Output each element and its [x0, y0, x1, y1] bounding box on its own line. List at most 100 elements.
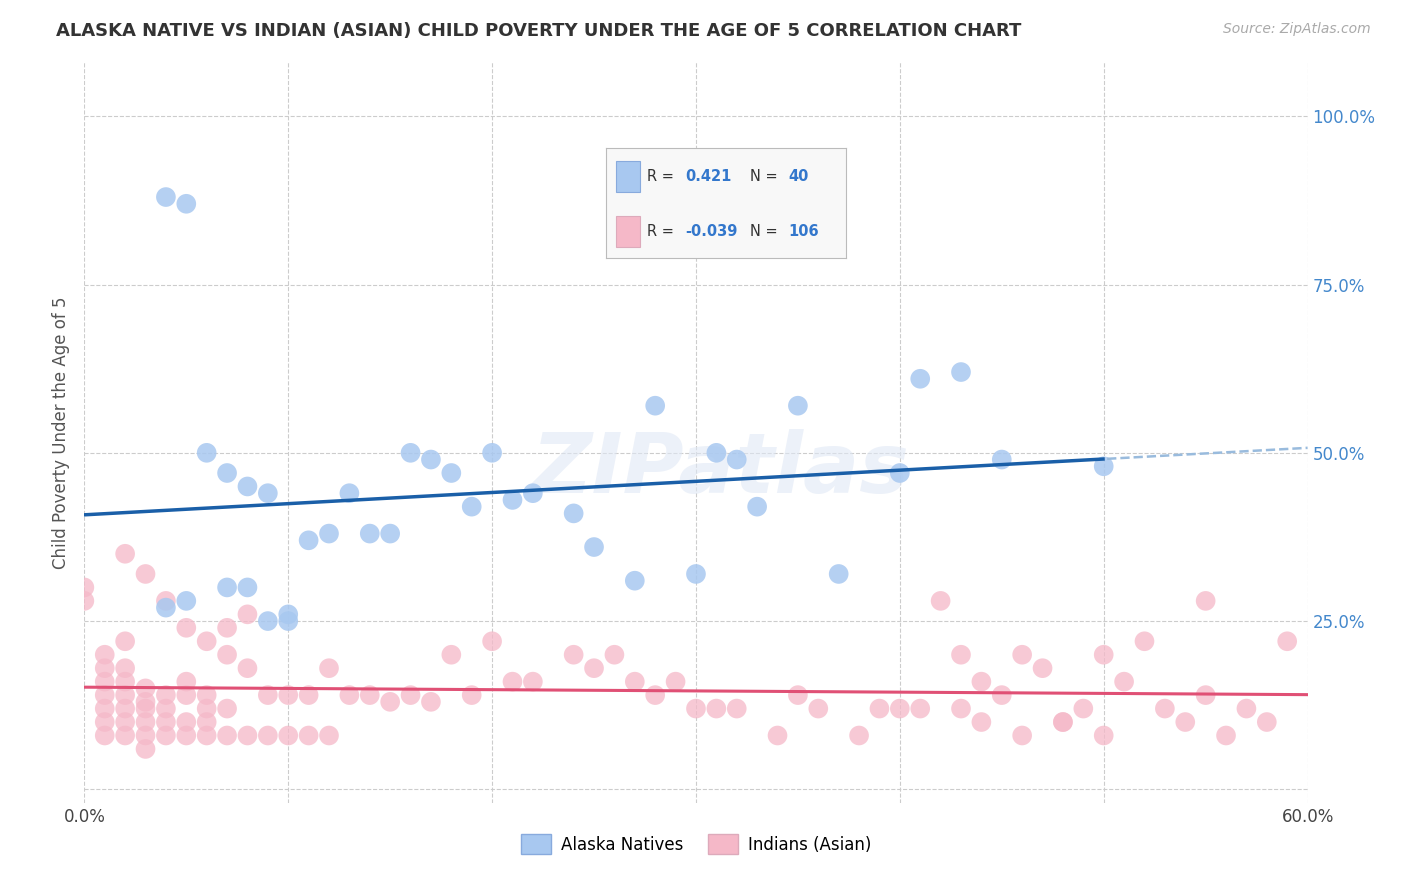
- Point: [583, 661, 606, 675]
- Point: [828, 566, 851, 581]
- Point: [787, 688, 810, 702]
- Point: [420, 452, 443, 467]
- Point: [1011, 729, 1033, 743]
- Point: [135, 701, 157, 715]
- Point: [135, 566, 157, 581]
- Point: [318, 729, 340, 743]
- Point: [644, 688, 666, 702]
- Point: [399, 688, 422, 702]
- Point: [155, 729, 177, 743]
- Point: [217, 621, 239, 635]
- Point: [583, 540, 606, 554]
- Point: [950, 365, 973, 379]
- Point: [380, 526, 402, 541]
- Point: [910, 372, 932, 386]
- Point: [910, 701, 932, 715]
- Point: [195, 714, 218, 729]
- Point: [155, 714, 177, 729]
- Point: [236, 581, 259, 595]
- Point: [298, 729, 321, 743]
- Point: [522, 674, 544, 689]
- Point: [725, 452, 748, 467]
- Point: [195, 446, 218, 460]
- Point: [174, 714, 197, 729]
- Point: [174, 621, 197, 635]
- Point: [217, 581, 239, 595]
- Point: [970, 714, 993, 729]
- Text: ZIPatlas: ZIPatlas: [531, 429, 910, 510]
- Point: [318, 526, 340, 541]
- Point: [807, 701, 830, 715]
- Point: [93, 648, 115, 662]
- Point: [665, 674, 688, 689]
- Point: [624, 674, 647, 689]
- Point: [174, 729, 197, 743]
- Point: [624, 574, 647, 588]
- Point: [195, 701, 218, 715]
- Point: [929, 594, 952, 608]
- Point: [1195, 594, 1218, 608]
- Point: [1092, 648, 1115, 662]
- Text: 40: 40: [789, 169, 808, 185]
- Point: [950, 701, 973, 715]
- Text: 106: 106: [789, 224, 818, 239]
- Point: [298, 688, 321, 702]
- Point: [135, 729, 157, 743]
- Point: [135, 714, 157, 729]
- Legend: Alaska Natives, Indians (Asian): Alaska Natives, Indians (Asian): [515, 828, 877, 861]
- Point: [155, 190, 177, 204]
- Point: [461, 500, 484, 514]
- Text: Source: ZipAtlas.com: Source: ZipAtlas.com: [1223, 22, 1371, 37]
- Point: [155, 688, 177, 702]
- Point: [217, 466, 239, 480]
- Point: [195, 729, 218, 743]
- Point: [440, 648, 463, 662]
- Point: [236, 479, 259, 493]
- Point: [991, 688, 1014, 702]
- Point: [1174, 714, 1197, 729]
- Point: [747, 500, 769, 514]
- Point: [1092, 729, 1115, 743]
- Point: [217, 701, 239, 715]
- Point: [706, 446, 728, 460]
- Point: [114, 688, 136, 702]
- Point: [848, 729, 870, 743]
- Text: R =: R =: [647, 169, 673, 185]
- Point: [114, 701, 136, 715]
- Point: [174, 196, 197, 211]
- Point: [481, 446, 503, 460]
- Point: [174, 674, 197, 689]
- Point: [155, 701, 177, 715]
- Point: [889, 466, 911, 480]
- Point: [339, 688, 361, 702]
- Point: [114, 661, 136, 675]
- Point: [991, 452, 1014, 467]
- Point: [217, 648, 239, 662]
- Y-axis label: Child Poverty Under the Age of 5: Child Poverty Under the Age of 5: [52, 296, 70, 569]
- Point: [277, 614, 299, 628]
- Point: [562, 648, 585, 662]
- Point: [461, 688, 484, 702]
- Text: 0.421: 0.421: [685, 169, 731, 185]
- Point: [114, 714, 136, 729]
- Text: N =: N =: [749, 169, 778, 185]
- Point: [73, 594, 96, 608]
- Point: [135, 681, 157, 696]
- Point: [1073, 701, 1095, 715]
- Point: [195, 688, 218, 702]
- Point: [1032, 661, 1054, 675]
- Point: [685, 566, 707, 581]
- Point: [257, 614, 280, 628]
- Point: [725, 701, 748, 715]
- Point: [1154, 701, 1177, 715]
- FancyBboxPatch shape: [616, 217, 640, 247]
- Point: [174, 594, 197, 608]
- Point: [339, 486, 361, 500]
- Point: [1011, 648, 1033, 662]
- Point: [1277, 634, 1299, 648]
- Point: [114, 729, 136, 743]
- Point: [236, 661, 259, 675]
- Point: [481, 634, 503, 648]
- Text: ALASKA NATIVE VS INDIAN (ASIAN) CHILD POVERTY UNDER THE AGE OF 5 CORRELATION CHA: ALASKA NATIVE VS INDIAN (ASIAN) CHILD PO…: [56, 22, 1022, 40]
- FancyBboxPatch shape: [616, 161, 640, 192]
